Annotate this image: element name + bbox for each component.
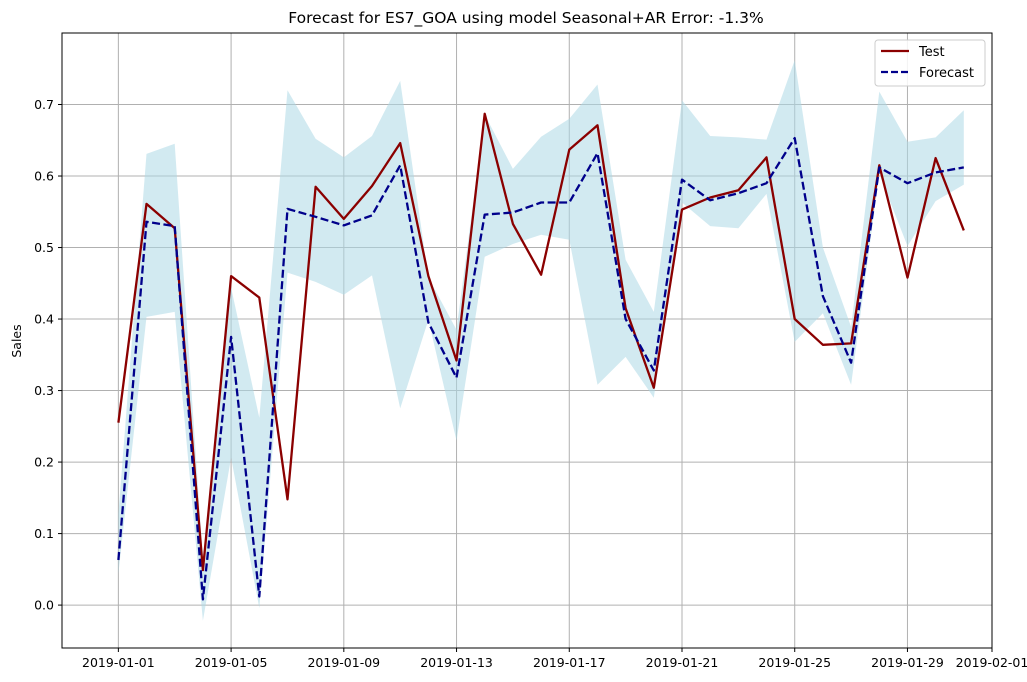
x-tick-label: 2019-01-25 — [758, 655, 831, 670]
confidence-band — [118, 60, 964, 621]
x-axis-ticks: 2019-01-01 2019-01-05 2019-01-09 2019-01-13… — [82, 648, 1027, 670]
series-lines — [117, 112, 965, 601]
chart-title: Forecast for ES7_GOA using model Seasona… — [288, 9, 763, 28]
plot-frame — [61, 32, 993, 649]
legend-label-forecast: Forecast — [919, 66, 974, 81]
x-tick-label: 2019-01-21 — [646, 655, 719, 670]
x-tick-label: 2019-01-01 — [82, 655, 155, 670]
x-tick-label: 2019-01-29 — [871, 655, 944, 670]
y-tick-label: 0.1 — [34, 526, 54, 541]
forecast-interval-band — [118, 60, 964, 621]
x-tick-label: 2019-01-17 — [533, 655, 606, 670]
x-tick-label: 2019-01-13 — [420, 655, 493, 670]
y-tick-label: 0.4 — [34, 312, 54, 327]
x-tick-label: 2019-01-09 — [307, 655, 380, 670]
x-tick-label: 2019-02-01 — [956, 655, 1027, 670]
x-tick-label: 2019-01-05 — [195, 655, 268, 670]
y-tick-label: 0.6 — [34, 169, 54, 184]
y-tick-label: 0.3 — [34, 383, 54, 398]
y-tick-label: 0.5 — [34, 240, 54, 255]
y-axis-ticks: 0.0 0.1 0.2 0.3 0.4 0.5 0.6 0.7 — [34, 97, 62, 613]
legend-label-test: Test — [918, 45, 945, 60]
y-tick-label: 0.2 — [34, 455, 54, 470]
series-line-test — [117, 112, 965, 572]
y-tick-label: 0.7 — [34, 97, 54, 112]
axes-frame — [61, 32, 993, 649]
legend: Test Forecast — [874, 39, 986, 87]
y-axis-label: Sales — [9, 324, 24, 357]
y-tick-label: 0.0 — [34, 598, 54, 613]
series-line-forecast — [117, 136, 965, 601]
